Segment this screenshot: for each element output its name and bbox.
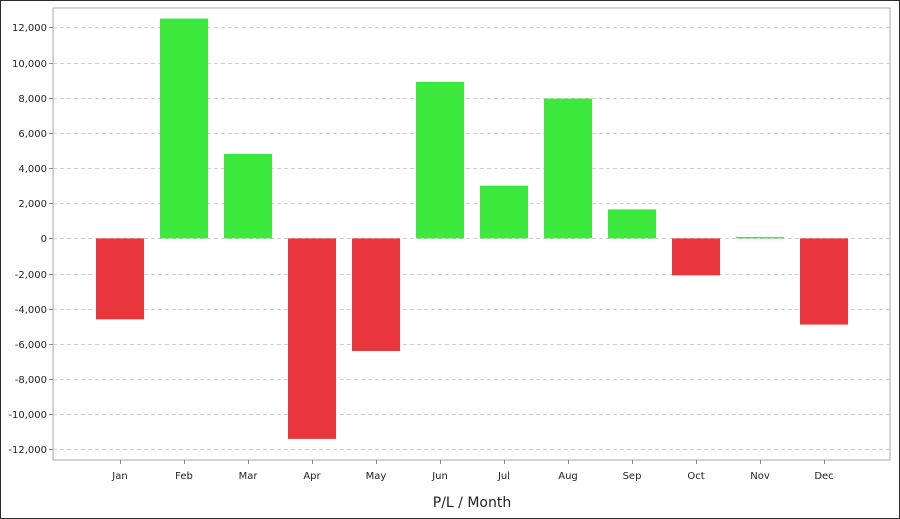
bar-feb xyxy=(160,18,208,239)
bar-oct xyxy=(672,238,720,276)
x-tick-label: Jun xyxy=(431,471,448,482)
x-tick-label: Mar xyxy=(239,471,259,482)
y-tick-label: 10,000 xyxy=(12,59,47,70)
x-tick-label: Feb xyxy=(175,471,193,482)
y-tick-label: -8,000 xyxy=(15,375,47,386)
x-tick-label: Apr xyxy=(303,471,321,482)
bar-apr xyxy=(288,238,336,439)
bar-sep xyxy=(608,209,656,239)
x-tick-label: Jan xyxy=(111,471,127,482)
bar-dec xyxy=(800,238,848,325)
x-tick-label: Aug xyxy=(558,471,578,482)
x-tick-label: Oct xyxy=(687,471,704,482)
x-axis-title: P/L / Month xyxy=(433,495,511,511)
x-tick-label: Dec xyxy=(814,471,833,482)
y-tick-label: 8,000 xyxy=(18,94,47,105)
bars xyxy=(96,18,848,439)
x-tick-label: May xyxy=(366,471,387,482)
bar-jan xyxy=(96,238,144,320)
bar-aug xyxy=(544,98,592,239)
bar-nov xyxy=(736,236,784,239)
y-tick-label: -12,000 xyxy=(8,445,47,456)
y-tick-label: -6,000 xyxy=(15,340,47,351)
bar-mar xyxy=(224,153,272,239)
y-axis-ticks: 12,000 10,000 8,000 6,000 4,000 2,000 0 -2,000 -… xyxy=(8,23,53,456)
y-tick-label: 6,000 xyxy=(18,129,47,140)
y-tick-label: 0 xyxy=(41,234,47,245)
y-tick-label: 2,000 xyxy=(18,199,47,210)
y-tick-label: 12,000 xyxy=(12,23,47,34)
y-tick-label: 4,000 xyxy=(18,164,47,175)
x-tick-label: Jul xyxy=(497,471,510,482)
bar-may xyxy=(352,238,400,351)
y-tick-label: -2,000 xyxy=(15,270,47,281)
x-tick-label: Sep xyxy=(623,471,642,482)
x-tick-label: Nov xyxy=(750,471,770,482)
y-tick-label: -10,000 xyxy=(8,410,47,421)
x-axis-ticks: Jan Feb Mar Apr May Jun Jul Aug Sep Oct Nov Dec xyxy=(111,460,834,482)
y-tick-label: -4,000 xyxy=(15,305,47,316)
bar-jul xyxy=(480,185,528,239)
bar-jun xyxy=(416,81,464,239)
